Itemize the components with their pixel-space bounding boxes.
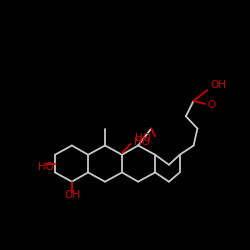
Text: HO: HO: [135, 133, 151, 143]
Text: O: O: [208, 100, 216, 110]
Text: HO: HO: [134, 137, 150, 147]
Text: OH: OH: [210, 80, 226, 90]
Text: OH: OH: [64, 190, 80, 200]
Text: HO: HO: [38, 162, 54, 172]
